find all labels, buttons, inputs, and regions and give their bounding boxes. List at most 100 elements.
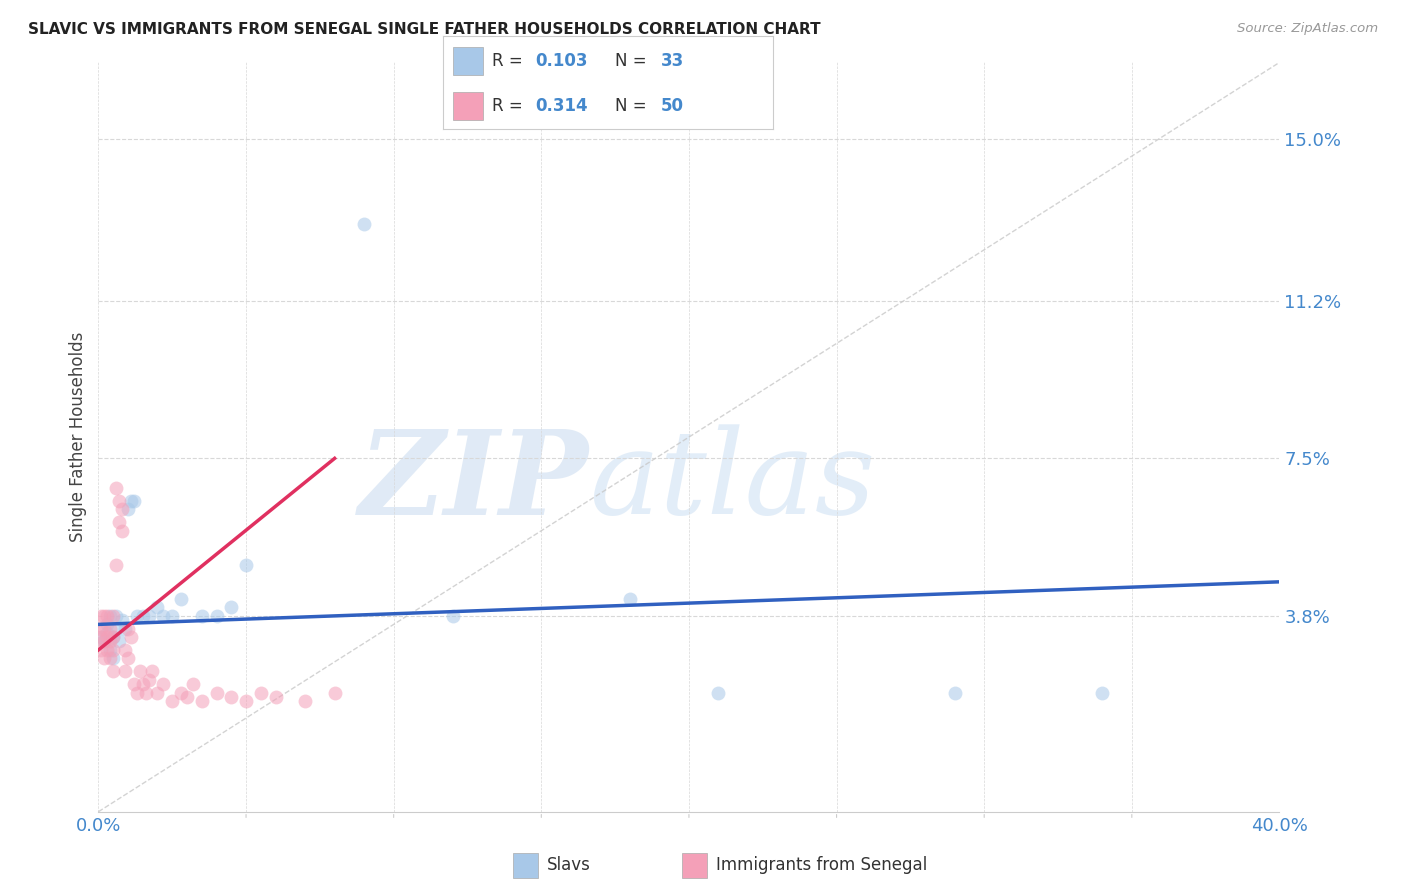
Point bbox=[221, 690, 243, 704]
Point bbox=[111, 613, 134, 627]
Point bbox=[90, 630, 112, 644]
Point bbox=[162, 694, 183, 708]
Point bbox=[138, 608, 160, 623]
Point bbox=[138, 673, 160, 687]
Point bbox=[103, 651, 125, 665]
Point bbox=[120, 494, 142, 508]
Point bbox=[96, 643, 118, 657]
Point bbox=[98, 608, 121, 623]
Point bbox=[141, 664, 163, 679]
Text: N =: N = bbox=[614, 52, 651, 70]
Point bbox=[96, 626, 118, 640]
Point bbox=[111, 524, 134, 538]
Point bbox=[105, 608, 128, 623]
Text: R =: R = bbox=[492, 52, 529, 70]
Point bbox=[103, 664, 125, 679]
Point bbox=[98, 622, 121, 636]
Point bbox=[181, 677, 204, 691]
Point bbox=[294, 694, 316, 708]
Y-axis label: Single Father Households: Single Father Households bbox=[69, 332, 87, 542]
Text: atlas: atlas bbox=[589, 425, 875, 540]
Point bbox=[114, 643, 136, 657]
Text: 0.314: 0.314 bbox=[536, 97, 588, 115]
Point bbox=[90, 630, 112, 644]
Point bbox=[170, 591, 193, 606]
Point bbox=[103, 643, 125, 657]
Point bbox=[191, 694, 214, 708]
Point bbox=[125, 608, 148, 623]
Point bbox=[132, 677, 155, 691]
Point bbox=[98, 634, 121, 648]
Point bbox=[707, 685, 730, 699]
Point bbox=[93, 634, 115, 648]
Point bbox=[105, 558, 128, 572]
Point bbox=[205, 685, 228, 699]
Point bbox=[120, 630, 142, 644]
Point bbox=[323, 685, 346, 699]
Point bbox=[125, 685, 148, 699]
Point bbox=[108, 634, 131, 648]
Point bbox=[122, 494, 145, 508]
Text: SLAVIC VS IMMIGRANTS FROM SENEGAL SINGLE FATHER HOUSEHOLDS CORRELATION CHART: SLAVIC VS IMMIGRANTS FROM SENEGAL SINGLE… bbox=[28, 22, 821, 37]
Bar bbox=[513, 853, 538, 878]
Point bbox=[90, 622, 112, 636]
Point bbox=[943, 685, 966, 699]
Bar bbox=[453, 92, 482, 120]
Point bbox=[114, 622, 136, 636]
Point bbox=[353, 217, 375, 231]
Point bbox=[111, 502, 134, 516]
Point bbox=[90, 608, 112, 623]
Point bbox=[114, 664, 136, 679]
Point bbox=[205, 608, 228, 623]
Point bbox=[103, 630, 125, 644]
Text: Immigrants from Senegal: Immigrants from Senegal bbox=[716, 856, 927, 874]
Point bbox=[128, 664, 150, 679]
Point bbox=[90, 643, 112, 657]
Text: ZIP: ZIP bbox=[359, 425, 589, 540]
Point bbox=[103, 630, 125, 644]
Point bbox=[146, 600, 169, 615]
Point bbox=[176, 690, 198, 704]
Point bbox=[117, 651, 139, 665]
Point bbox=[122, 677, 145, 691]
Point bbox=[98, 651, 121, 665]
Point bbox=[105, 481, 128, 495]
Point bbox=[162, 608, 183, 623]
Text: Slavs: Slavs bbox=[547, 856, 591, 874]
Point bbox=[135, 685, 157, 699]
Point bbox=[152, 677, 174, 691]
Point bbox=[1091, 685, 1114, 699]
Point bbox=[105, 622, 128, 636]
Point bbox=[117, 622, 139, 636]
Point bbox=[108, 515, 131, 529]
Point bbox=[235, 558, 257, 572]
Point bbox=[221, 600, 243, 615]
Point bbox=[98, 643, 121, 657]
Point bbox=[235, 694, 257, 708]
Text: N =: N = bbox=[614, 97, 651, 115]
Point bbox=[96, 608, 118, 623]
Point bbox=[108, 494, 131, 508]
Point bbox=[96, 617, 118, 632]
Bar bbox=[682, 853, 707, 878]
Point bbox=[250, 685, 273, 699]
Point bbox=[93, 622, 115, 636]
Point bbox=[93, 634, 115, 648]
Text: 50: 50 bbox=[661, 97, 683, 115]
Point bbox=[93, 651, 115, 665]
Point bbox=[619, 591, 641, 606]
Point bbox=[146, 685, 169, 699]
Point bbox=[152, 608, 174, 623]
Point bbox=[103, 608, 125, 623]
Bar bbox=[453, 47, 482, 75]
Text: R =: R = bbox=[492, 97, 529, 115]
Point bbox=[132, 608, 155, 623]
Text: 33: 33 bbox=[661, 52, 685, 70]
Point bbox=[170, 685, 193, 699]
Point bbox=[441, 608, 464, 623]
Text: 0.103: 0.103 bbox=[536, 52, 588, 70]
Point bbox=[264, 690, 287, 704]
Point bbox=[96, 630, 118, 644]
Text: Source: ZipAtlas.com: Source: ZipAtlas.com bbox=[1237, 22, 1378, 36]
Point bbox=[191, 608, 214, 623]
